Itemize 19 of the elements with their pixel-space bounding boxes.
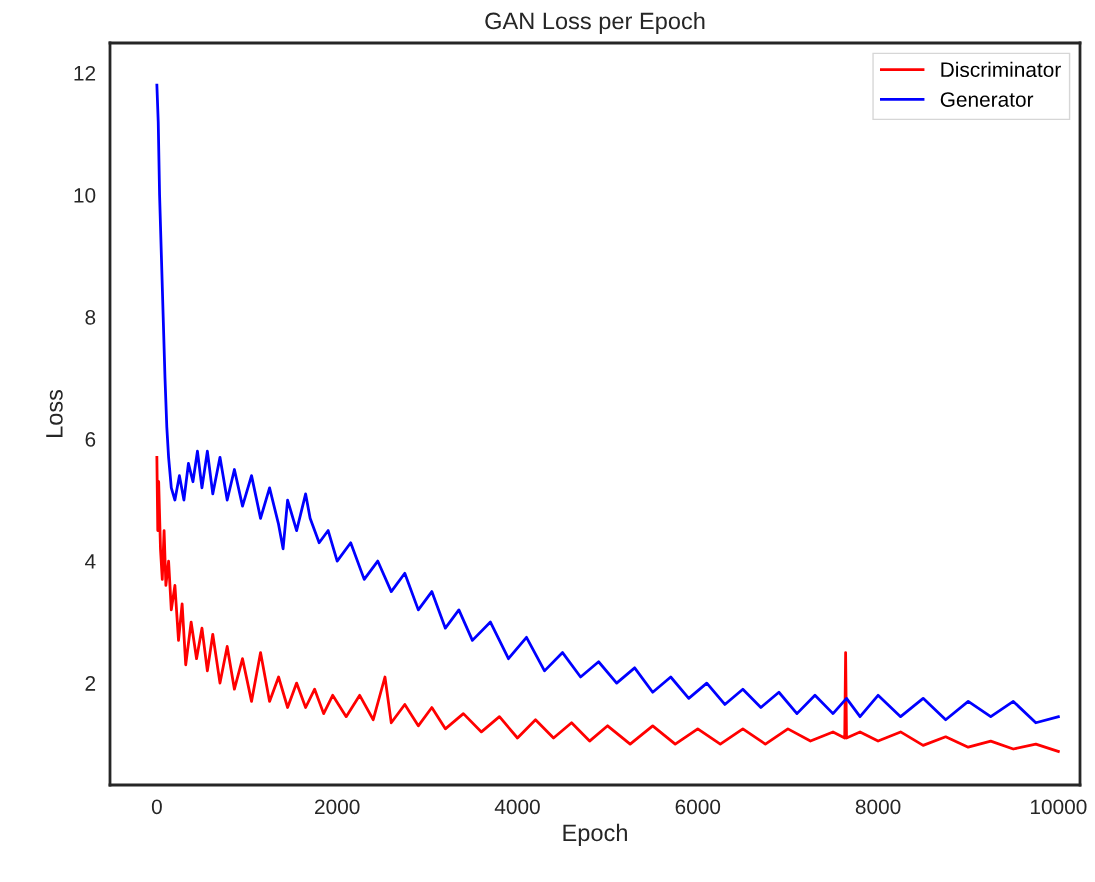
y-tick-label: 8 [85, 309, 96, 325]
legend-label: Discriminator [941, 61, 1061, 78]
x-axis-title: Epoch [563, 823, 627, 846]
x-tick-label: 4000 [494, 799, 540, 815]
line-series [155, 455, 1060, 753]
chart-title: GAN Loss per Epoch [485, 12, 705, 35]
y-tick-label: 2 [85, 676, 96, 691]
x-tick-label: 0 [151, 799, 162, 815]
y-tick-label: 12 [74, 65, 96, 81]
x-tick-label: 10000 [1030, 799, 1087, 815]
x-tick-label: 8000 [855, 799, 901, 815]
y-axis-title: Loss [46, 389, 63, 437]
y-tick-label: 10 [74, 187, 96, 203]
x-tick-label: 6000 [675, 799, 721, 815]
x-tick-label: 2000 [315, 799, 360, 815]
line-series [155, 83, 1060, 725]
y-tick-label: 6 [85, 432, 96, 447]
y-tick-label: 4 [85, 554, 96, 569]
legend-label: Generator [940, 92, 1034, 107]
